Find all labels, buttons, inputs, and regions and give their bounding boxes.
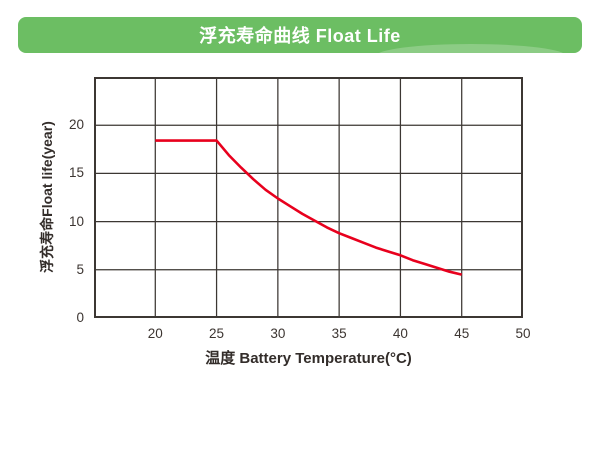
page-title: 浮充寿命曲线 Float Life xyxy=(199,26,401,46)
y-axis-title: 浮充寿命Float life(year) xyxy=(39,121,55,273)
float-life-curve xyxy=(155,139,463,276)
x-tick-label: 50 xyxy=(515,326,531,341)
chart-plot-area xyxy=(94,77,523,318)
x-tick-label: 45 xyxy=(454,326,470,341)
banner-swoosh-decoration xyxy=(376,44,566,53)
x-tick-label: 30 xyxy=(270,326,286,341)
y-tick-label: 10 xyxy=(68,213,84,229)
x-tick-label: 20 xyxy=(147,326,163,341)
y-tick-label: 20 xyxy=(68,117,84,133)
y-tick-label: 15 xyxy=(68,165,84,181)
y-tick-label: 5 xyxy=(76,261,84,277)
float-life-chart: 20 25 30 35 40 45 50 0 5 10 15 20 xyxy=(69,77,531,341)
plot-border xyxy=(94,77,523,318)
x-tick-label: 25 xyxy=(209,326,225,341)
header-banner: 浮充寿命曲线 Float Life xyxy=(18,17,582,53)
y-tick-label: 0 xyxy=(76,310,84,325)
x-tick-label: 40 xyxy=(392,326,408,341)
x-tick-label: 35 xyxy=(331,326,347,341)
x-axis-title: 温度 Battery Temperature(°C) xyxy=(205,350,412,367)
